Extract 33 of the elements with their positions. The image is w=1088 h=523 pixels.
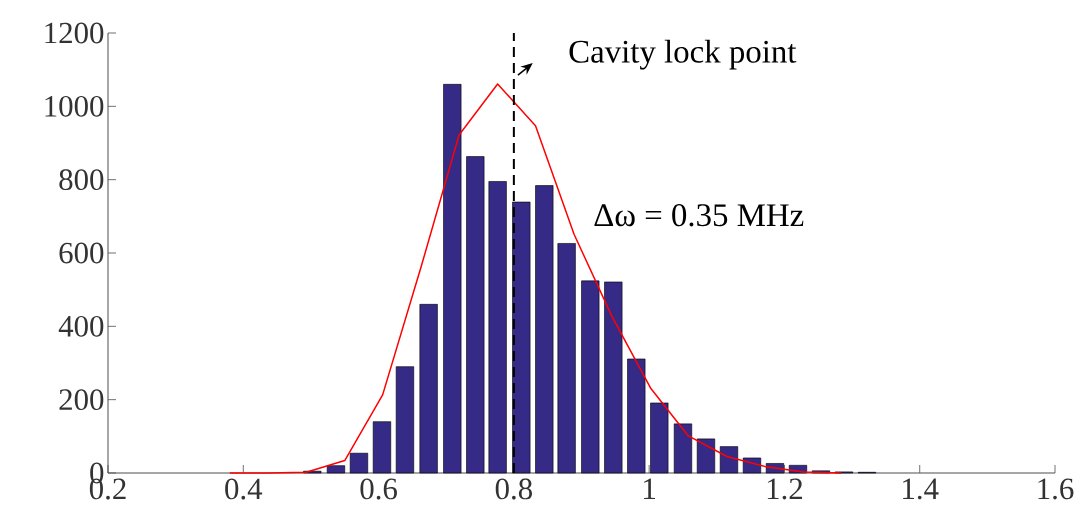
x-tick-label: 0.6 xyxy=(360,478,397,500)
bar xyxy=(604,281,623,474)
bar xyxy=(372,421,392,474)
bar xyxy=(535,185,554,474)
bar xyxy=(443,84,462,474)
bar xyxy=(719,446,739,474)
bar xyxy=(650,402,669,474)
x-tick-label: 0.8 xyxy=(495,478,532,500)
bar xyxy=(326,465,346,474)
y-tick-label: 800 xyxy=(59,169,104,191)
y-tick-label: 400 xyxy=(58,315,104,337)
x-tick-label: 1.6 xyxy=(1038,478,1074,500)
bar xyxy=(696,438,716,474)
x-tick-label: 1.2 xyxy=(767,478,803,500)
x-tick-label: 0.4 xyxy=(225,478,263,500)
bar xyxy=(627,358,646,474)
bar xyxy=(395,366,415,474)
bar xyxy=(673,423,693,474)
y-tick-label: 1000 xyxy=(45,95,104,117)
bar xyxy=(349,452,369,474)
bar xyxy=(581,280,600,474)
x-tick-label: 1.4 xyxy=(903,478,939,500)
y-tick-label: 200 xyxy=(59,389,104,411)
x-tick-label: 1 xyxy=(644,478,656,499)
bar xyxy=(466,156,485,474)
annotation: Δω = 0.35 MHz xyxy=(594,204,804,227)
bar xyxy=(488,181,507,474)
y-tick-label: 1200 xyxy=(45,22,104,44)
bar xyxy=(419,304,438,474)
annotation: Cavity lock point xyxy=(569,39,797,70)
y-tick-label: 600 xyxy=(59,242,104,264)
line-series xyxy=(229,83,843,474)
bar xyxy=(557,243,576,474)
